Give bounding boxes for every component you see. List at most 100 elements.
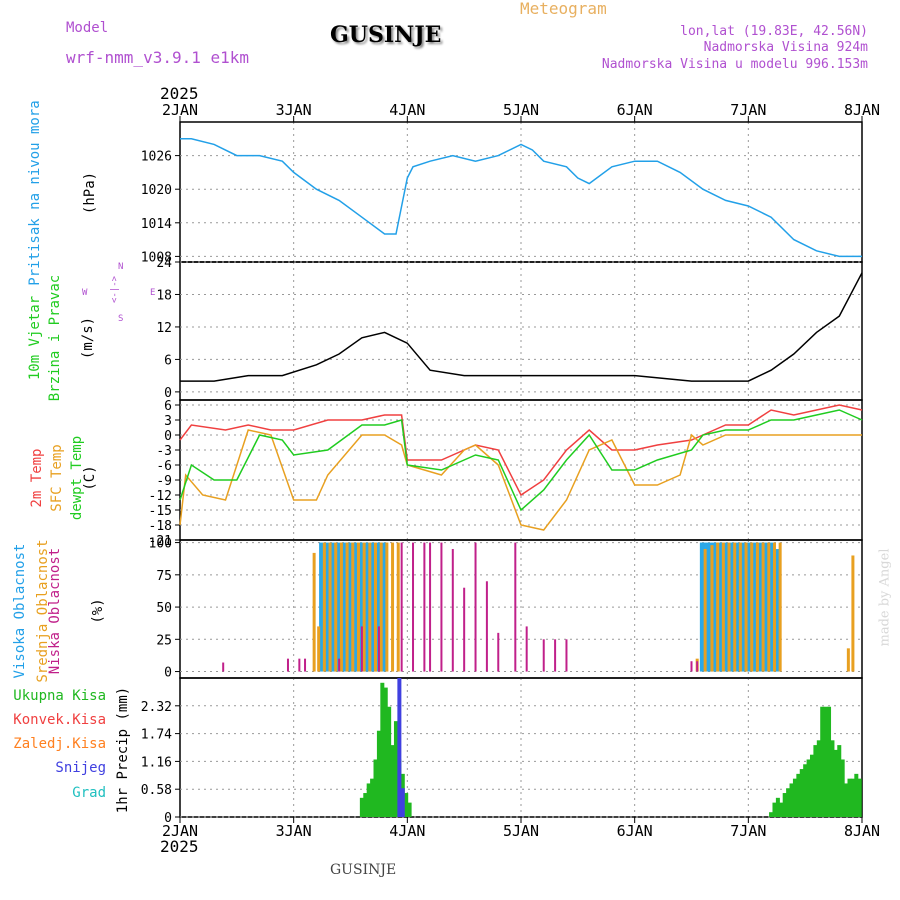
cloud-bar-0 xyxy=(336,542,343,672)
precip-bar-0 xyxy=(816,740,821,817)
precip-bar-0 xyxy=(786,788,791,817)
cloud-bar-0 xyxy=(756,542,763,672)
precipitation-frame xyxy=(179,677,863,818)
cloud-bar-1 xyxy=(703,549,707,672)
cloud-tick-label: 100 xyxy=(149,537,172,552)
cloud-bar-0 xyxy=(341,542,348,672)
cloud-bar-2 xyxy=(463,587,466,672)
precip-bar-0 xyxy=(844,783,849,817)
precip-legend-convective: Konvek.Kisa xyxy=(13,712,106,728)
precip-bar-0 xyxy=(854,773,859,817)
precipitation-tick-label: 0 xyxy=(164,811,172,826)
cloud-bar-1 xyxy=(710,545,714,672)
cloud-bar-1 xyxy=(733,542,737,672)
precip-bar-0 xyxy=(370,778,375,817)
cloud-bar-1 xyxy=(750,542,754,672)
x-tick-label-top: 2JAN xyxy=(162,101,198,119)
cloud-bar-1 xyxy=(846,648,850,672)
x-tick-label-top: 5JAN xyxy=(503,101,539,119)
temperature-tick-label: -12 xyxy=(149,489,172,504)
wind-compass-w: W xyxy=(82,288,88,298)
cloud-bar-2 xyxy=(440,542,443,672)
cloud-bar-2 xyxy=(696,661,699,672)
pressure-tick-label: 1020 xyxy=(141,183,172,198)
cloud-bar-1 xyxy=(356,542,360,672)
precipitation-tick-label: 2.32 xyxy=(141,700,172,715)
precip-bar-0 xyxy=(813,745,818,817)
wind-speed-line xyxy=(180,272,863,382)
precip-bar-0 xyxy=(827,706,832,817)
cloud-bar-0 xyxy=(699,542,706,672)
x-tick-label-top: 6JAN xyxy=(617,101,653,119)
precip-bar-0 xyxy=(775,797,780,817)
temperature-tick-label: -6 xyxy=(156,459,172,474)
year-bottom-label: 2025 xyxy=(160,837,199,856)
cloud-bar-2 xyxy=(451,549,454,672)
x-tick-label-bottom: 7JAN xyxy=(730,822,766,840)
cloud-tick-label: 0 xyxy=(164,666,172,681)
cloud-bar-2 xyxy=(554,639,557,672)
cloud-bar-0 xyxy=(375,542,382,672)
temperature-frame xyxy=(179,399,863,541)
pressure-frame xyxy=(179,121,863,263)
cloud-bar-0 xyxy=(705,542,712,672)
cloud-bar-0 xyxy=(739,542,746,672)
precip-bar-0 xyxy=(404,793,409,817)
precip-bar-0 xyxy=(383,687,388,817)
precip-bar-0 xyxy=(833,749,838,817)
x-tick-label-bottom: 5JAN xyxy=(503,822,539,840)
wind-tick-label: 0 xyxy=(164,386,172,401)
cloud-bar-1 xyxy=(744,542,748,672)
x-tick-label-top: 8JAN xyxy=(844,101,880,119)
cloud-bar-0 xyxy=(324,542,331,672)
cloud-bar-1 xyxy=(391,542,395,672)
cloud-bar-1 xyxy=(312,552,316,672)
x-tick-label-top: 3JAN xyxy=(276,101,312,119)
cloud-bar-1 xyxy=(385,542,389,672)
temperature-tick-label: -15 xyxy=(149,504,172,519)
precip-bar-0 xyxy=(376,730,381,817)
cloud-bar-2 xyxy=(338,658,341,672)
cloud-bar-0 xyxy=(762,542,769,672)
precip-bar-0 xyxy=(830,740,835,817)
cloud-bar-0 xyxy=(364,542,371,672)
year-top-label: 2025 xyxy=(160,84,199,103)
cloud-bar-2 xyxy=(690,661,693,672)
temperature-tick-label: 0 xyxy=(164,429,172,444)
precip-bar-0 xyxy=(840,759,845,817)
temperature-tick-label: -3 xyxy=(156,444,172,459)
cloud-bar-0 xyxy=(768,542,775,672)
precip-bar-0 xyxy=(387,706,392,817)
precip-bar-0 xyxy=(796,773,801,817)
precip-bar-0 xyxy=(407,802,412,817)
footer-station: GUSINJE xyxy=(330,862,397,878)
cloud-bar-2 xyxy=(565,639,568,672)
cloud-bar-2 xyxy=(542,639,545,672)
cloud-tick-label: 25 xyxy=(156,633,172,648)
cloud-bar-2 xyxy=(412,542,415,672)
cloud-bar-0 xyxy=(381,542,388,672)
precip-bar-0 xyxy=(772,802,777,817)
precip-bar-0 xyxy=(803,764,808,817)
elevation-label: Nadmorska Visina 924m xyxy=(703,40,868,55)
precip-bar-0 xyxy=(809,754,814,817)
cloud-bar-1 xyxy=(368,542,372,672)
wind-tick-label: 24 xyxy=(156,256,172,271)
precip-legend-hail: Grad xyxy=(72,785,106,801)
precipitation-tick-label: 1.74 xyxy=(141,728,172,743)
precip-bar-0 xyxy=(359,797,364,817)
cloud-bar-2 xyxy=(360,626,363,672)
cloud-bar-2 xyxy=(377,626,380,672)
cloud-bar-1 xyxy=(851,555,855,672)
temperature-tick-label: 6 xyxy=(164,399,172,414)
precip-bar-0 xyxy=(799,769,804,817)
temperature-line-2 xyxy=(179,409,863,512)
precip-bar-0 xyxy=(779,802,784,817)
cloud-bar-2 xyxy=(485,581,488,672)
x-tick-label-bottom: 3JAN xyxy=(276,822,312,840)
cloud-bar-0 xyxy=(728,542,735,672)
precip-bar-0 xyxy=(789,783,794,817)
precip-bar-0 xyxy=(823,706,828,817)
x-tick-label-bottom: 8JAN xyxy=(844,822,880,840)
cloud-bar-1 xyxy=(379,542,383,672)
